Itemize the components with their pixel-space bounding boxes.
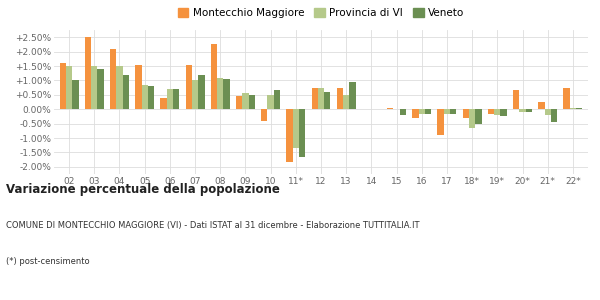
Bar [299, 109, 305, 157]
Bar [570, 108, 576, 109]
Bar [324, 92, 331, 109]
Bar [142, 85, 148, 109]
Bar [425, 109, 431, 113]
Bar [551, 109, 557, 122]
Bar [463, 109, 469, 118]
Bar [261, 109, 268, 121]
Bar [412, 109, 419, 118]
Bar [185, 64, 192, 109]
Bar [469, 109, 475, 128]
Bar [217, 77, 223, 109]
Bar [91, 66, 97, 109]
Bar [444, 109, 450, 113]
Bar [72, 80, 79, 109]
Bar [576, 108, 583, 109]
Legend: Montecchio Maggiore, Provincia di VI, Veneto: Montecchio Maggiore, Provincia di VI, Ve… [174, 3, 468, 22]
Bar [318, 88, 324, 109]
Bar [545, 109, 551, 115]
Bar [387, 108, 394, 109]
Bar [211, 44, 217, 109]
Bar [85, 37, 91, 109]
Bar [337, 88, 343, 109]
Bar [59, 63, 66, 109]
Bar [520, 109, 526, 112]
Bar [538, 102, 545, 109]
Bar [248, 95, 255, 109]
Bar [563, 88, 570, 109]
Bar [400, 109, 406, 115]
Bar [116, 66, 122, 109]
Bar [343, 95, 349, 109]
Text: Variazione percentuale della popolazione: Variazione percentuale della popolazione [6, 184, 280, 196]
Bar [160, 98, 167, 109]
Bar [242, 93, 248, 109]
Bar [526, 109, 532, 112]
Bar [173, 89, 179, 109]
Bar [450, 109, 457, 113]
Bar [66, 66, 72, 109]
Bar [223, 79, 230, 109]
Text: COMUNE DI MONTECCHIO MAGGIORE (VI) - Dati ISTAT al 31 dicembre - Elaborazione TU: COMUNE DI MONTECCHIO MAGGIORE (VI) - Dat… [6, 221, 419, 230]
Bar [135, 64, 142, 109]
Bar [513, 91, 520, 109]
Bar [475, 109, 482, 124]
Bar [286, 109, 293, 163]
Bar [198, 75, 205, 109]
Bar [488, 109, 494, 113]
Bar [167, 89, 173, 109]
Bar [148, 86, 154, 109]
Bar [192, 80, 198, 109]
Bar [349, 82, 356, 109]
Bar [122, 75, 129, 109]
Bar [97, 69, 104, 109]
Bar [236, 96, 242, 109]
Bar [437, 109, 444, 135]
Bar [494, 109, 500, 115]
Bar [110, 49, 116, 109]
Bar [274, 91, 280, 109]
Bar [419, 109, 425, 113]
Bar [268, 95, 274, 109]
Bar [293, 109, 299, 148]
Bar [500, 109, 507, 116]
Text: (*) post-censimento: (*) post-censimento [6, 257, 89, 266]
Bar [311, 88, 318, 109]
